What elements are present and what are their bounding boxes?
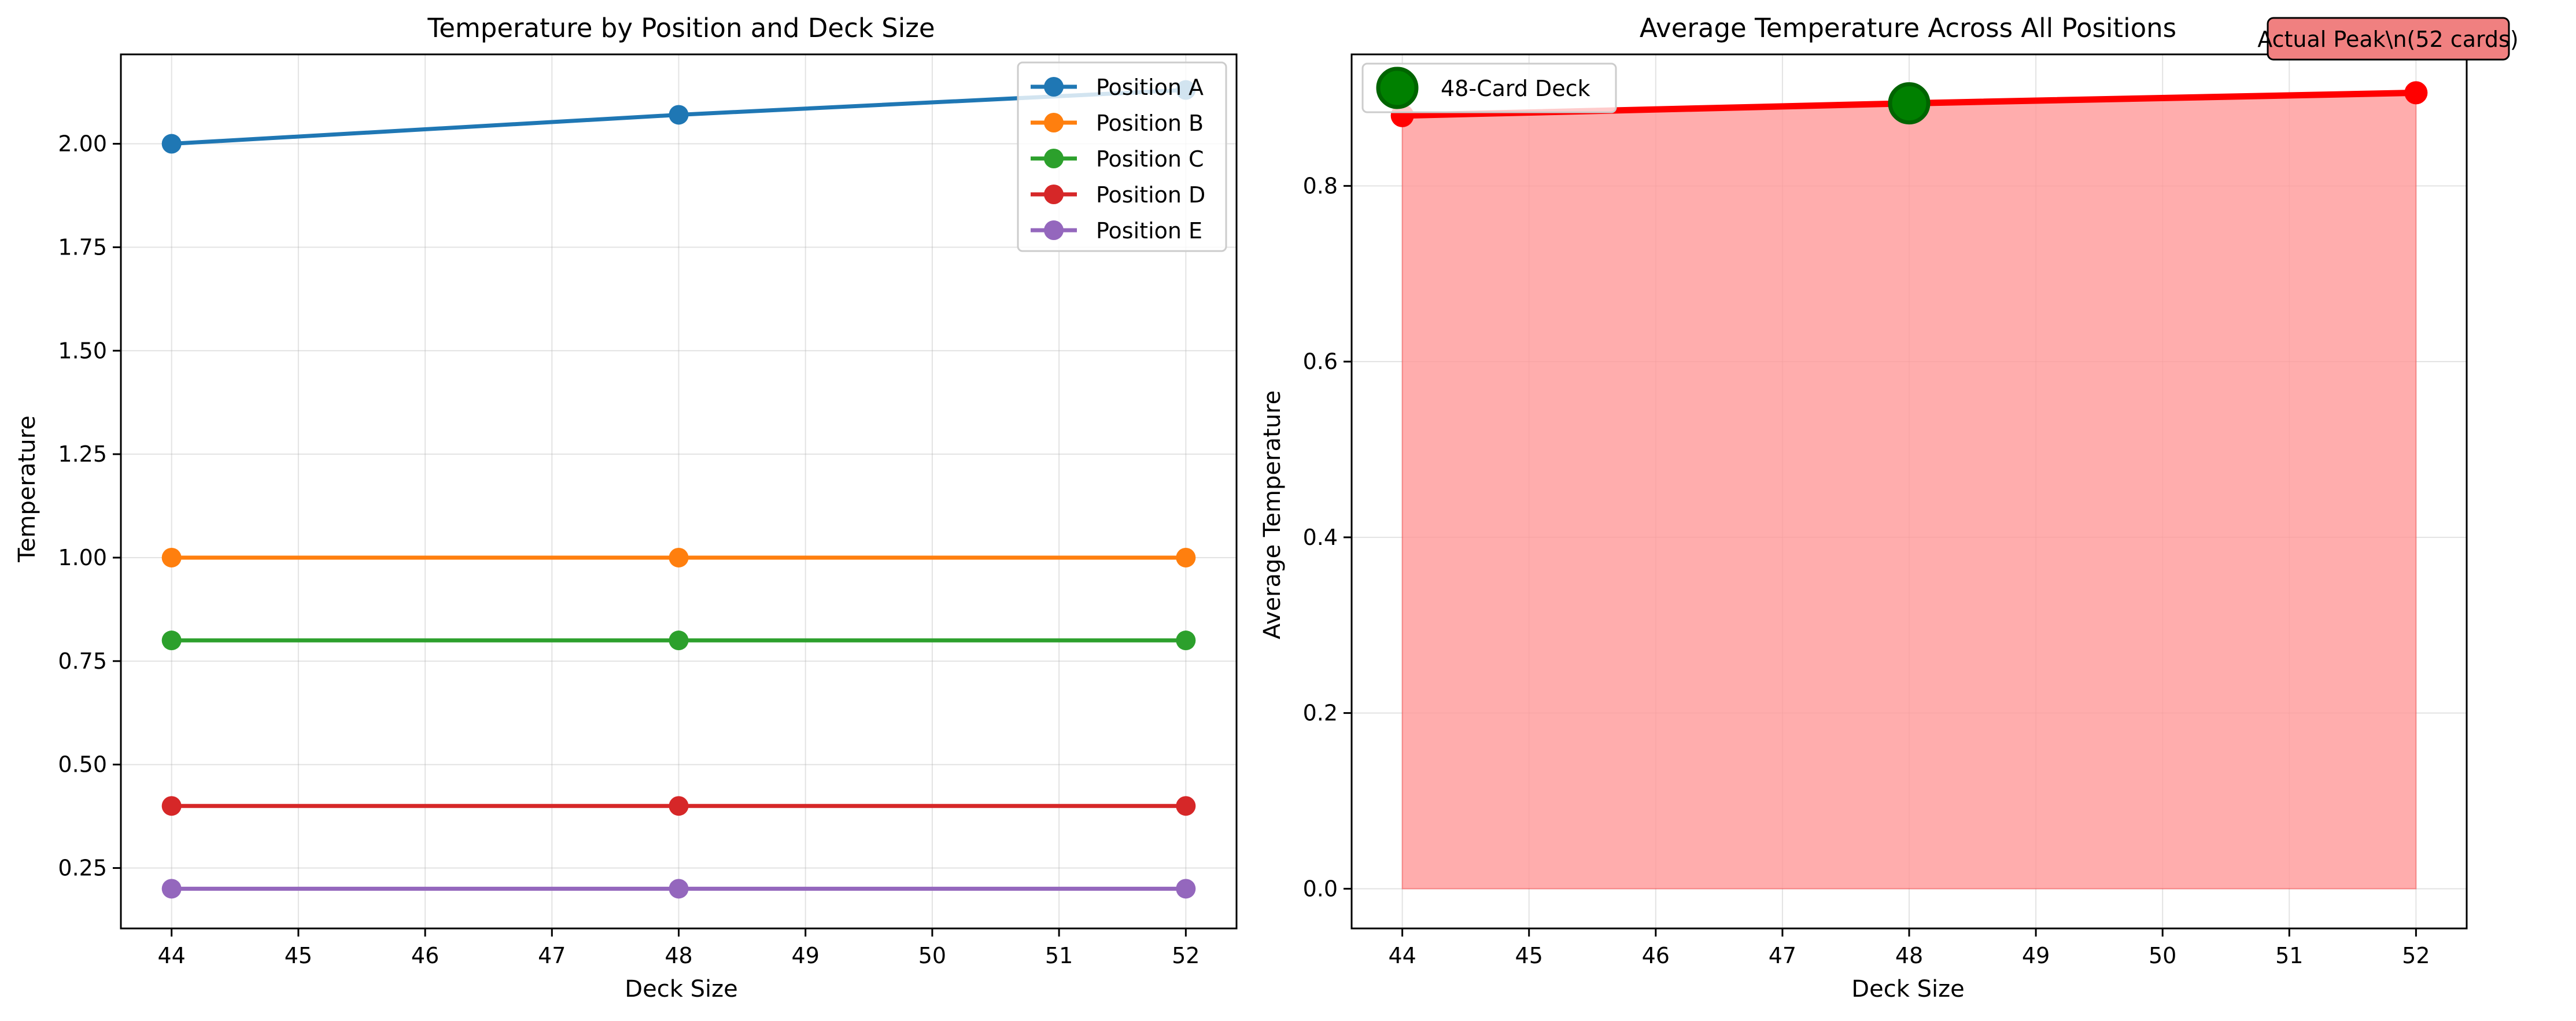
right-chart-y-tick-label: 0.6 [1303,349,1338,374]
left-chart-y-axis-ticks: 0.25 0.50 0.75 1.00 1.25 1.50 1.75 2.00 [58,131,121,881]
position-c-point [669,631,689,651]
position-d-point [669,796,689,816]
right-chart-x-tick-label: 44 [1388,943,1416,968]
left-chart-y-tick-label: 0.25 [58,856,107,881]
left-chart-x-tick-label: 45 [285,943,312,968]
legend-position-a-label: Position A [1096,75,1204,100]
right-chart-y-tick-label: 0.8 [1303,173,1338,198]
left-chart-x-tick-label: 50 [918,943,946,968]
left-chart-x-tick-label: 49 [792,943,820,968]
right-chart-fill-layer [1401,92,2417,890]
left-chart-y-axis-label: Temperature [14,415,40,562]
left-chart-x-tick-label: 44 [158,943,186,968]
legend-box [1017,61,1227,252]
legend-position-e-label: Position E [1096,218,1202,244]
left-chart-x-axis-ticks: 44 45 46 47 48 49 50 51 52 [158,928,1200,968]
right-chart-x-tick-label: 50 [2149,943,2176,968]
right-chart-x-axis-label: Deck Size [1851,976,1964,1002]
peak-annotation: Actual Peak\n(52 cards) [2257,17,2519,61]
left-chart-y-tick-label: 1.00 [58,545,107,570]
right-chart-y-tick-label: 0.2 [1303,701,1338,726]
left-chart-y-tick-label: 0.50 [58,752,107,777]
right-chart-x-tick-label: 46 [1642,943,1670,968]
peak-annotation-box [2267,17,2510,61]
left-chart-y-tick-label: 2.00 [58,131,107,157]
right-chart-x-tick-label: 51 [2275,943,2303,968]
position-d-point [161,796,182,816]
legend-highlight-marker [1376,67,1419,109]
right-chart-y-axis-label: Average Temperature [1259,390,1286,639]
left-chart-y-tick-label: 1.25 [58,441,107,467]
position-c-point [161,631,182,651]
left-chart: Temperature by Position and Deck Size 44… [14,13,1238,1002]
position-a-point [669,105,689,125]
right-chart-x-tick-label: 48 [1895,943,1923,968]
left-chart-x-tick-label: 46 [411,943,439,968]
position-b-point [161,547,182,567]
peak-annotation-text: Actual Peak\n(52 cards) [2257,27,2518,52]
right-chart-x-tick-label: 47 [1769,943,1796,968]
left-chart-y-tick-label: 1.75 [58,234,107,260]
legend-highlight-label: 48-Card Deck [1441,76,1590,101]
right-chart-x-tick-label: 45 [1515,943,1543,968]
legend-position-e-marker [1044,220,1064,240]
right-chart-x-tick-label: 49 [2022,943,2050,968]
position-e-point [161,879,182,899]
right-chart-x-tick-label: 52 [2402,943,2430,968]
position-e-point [669,879,689,899]
left-chart-x-axis-label: Deck Size [625,976,737,1002]
legend-box [1361,62,1617,113]
right-chart-x-axis-ticks: 44 45 46 47 48 49 50 51 52 [1388,928,2430,968]
legend-position-b-label: Position B [1096,110,1204,136]
left-chart-y-tick-label: 0.75 [58,648,107,674]
position-c-point [1176,631,1196,651]
right-chart-title: Average Temperature Across All Positions [1640,13,2176,43]
position-a-point [161,134,182,154]
left-chart-x-tick-label: 51 [1045,943,1073,968]
right-chart-y-axis-ticks: 0.0 0.2 0.4 0.6 0.8 [1303,173,1352,901]
position-b-point [669,547,689,567]
legend-position-c-marker [1044,149,1064,168]
left-chart-title: Temperature by Position and Deck Size [427,13,935,43]
left-chart-legend: Position A Position B Position C Position D… [1017,61,1227,252]
left-chart-y-tick-label: 1.50 [58,338,107,363]
position-b-point [1176,547,1196,567]
legend-position-b-marker [1044,113,1064,132]
average-temperature-area-fill [1401,92,2417,890]
right-chart-y-tick-label: 0.4 [1303,525,1338,550]
legend-position-d-label: Position D [1096,182,1205,208]
legend-position-c-label: Position C [1096,146,1204,172]
right-chart-y-tick-label: 0.0 [1303,876,1338,901]
right-chart-legend: 48-Card Deck [1361,62,1617,113]
left-chart-x-tick-label: 47 [538,943,566,968]
legend-position-a-marker [1044,77,1064,97]
position-e-point [1176,879,1196,899]
left-chart-x-tick-label: 48 [665,943,692,968]
highlight-point [1888,82,1931,125]
left-chart-series-layer [161,80,1196,899]
position-d-point [1176,796,1196,816]
left-chart-x-tick-label: 52 [1172,943,1200,968]
right-chart: Average Temperature Across All Positions… [1259,13,2519,1002]
legend-position-d-marker [1044,185,1064,204]
average-temperature-point [2404,81,2428,105]
